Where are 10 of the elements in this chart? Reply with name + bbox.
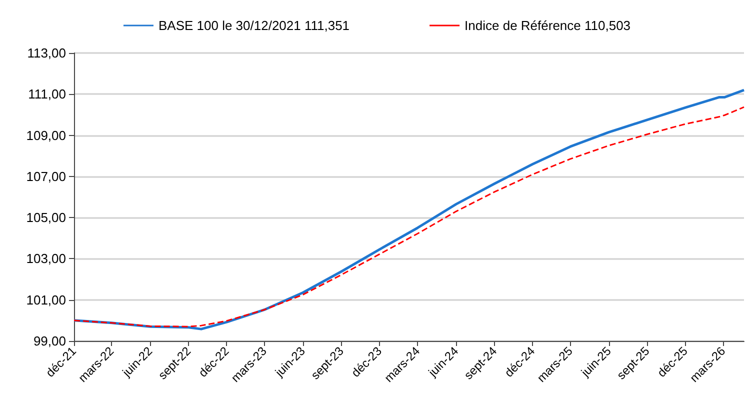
y-tick-label: 103,00 [26, 251, 66, 266]
y-tick-label: 99,00 [33, 334, 66, 348]
y-tick-label: 101,00 [26, 292, 66, 308]
y-tick-label: 105,00 [26, 210, 66, 226]
legend-label: Indice de Référence 110,503 [464, 18, 631, 33]
y-tick-label: 113,00 [27, 46, 66, 60]
y-tick-label: 111,00 [28, 86, 66, 102]
y-tick-label: 109,00 [26, 128, 66, 143]
legend-label: BASE 100 le 30/12/2021 111,351 [158, 18, 350, 33]
y-tick-label: 107,00 [26, 168, 66, 184]
